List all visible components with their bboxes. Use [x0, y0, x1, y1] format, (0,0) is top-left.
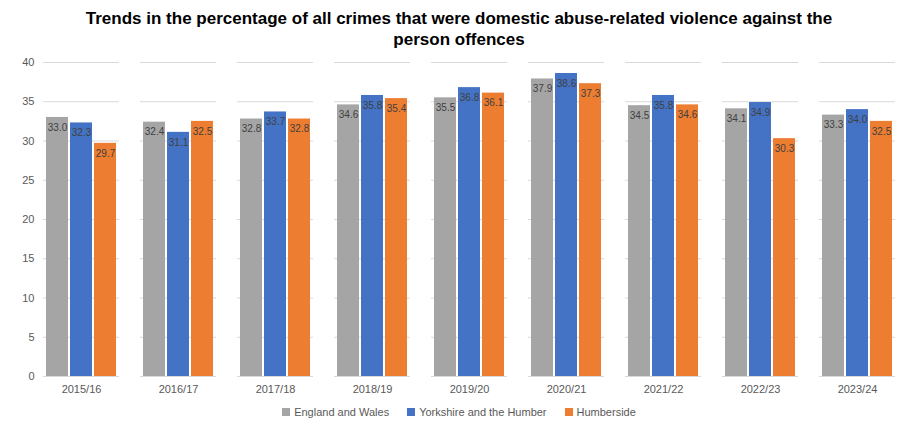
svg-text:34.6: 34.6 — [339, 109, 359, 120]
svg-text:35.8: 35.8 — [654, 100, 674, 111]
svg-text:33.3: 33.3 — [824, 119, 844, 130]
svg-text:2020/21: 2020/21 — [547, 383, 587, 395]
svg-text:34.5: 34.5 — [630, 110, 650, 121]
svg-text:36.8: 36.8 — [460, 92, 480, 103]
svg-text:33.0: 33.0 — [48, 122, 68, 133]
svg-text:25: 25 — [22, 174, 34, 186]
svg-text:2019/20: 2019/20 — [450, 383, 490, 395]
svg-text:31.1: 31.1 — [169, 137, 189, 148]
svg-text:33.7: 33.7 — [266, 116, 286, 127]
svg-text:35.5: 35.5 — [436, 102, 456, 113]
svg-text:30.3: 30.3 — [775, 143, 795, 154]
svg-text:34.1: 34.1 — [727, 113, 747, 124]
svg-text:32.3: 32.3 — [72, 127, 92, 138]
svg-text:20: 20 — [22, 213, 34, 225]
svg-text:35.8: 35.8 — [363, 100, 383, 111]
svg-text:2023/24: 2023/24 — [838, 383, 878, 395]
svg-text:2018/19: 2018/19 — [353, 383, 393, 395]
svg-text:34.9: 34.9 — [751, 107, 771, 118]
svg-text:2021/22: 2021/22 — [644, 383, 684, 395]
svg-text:36.1: 36.1 — [484, 97, 504, 108]
svg-text:37.9: 37.9 — [533, 83, 553, 94]
svg-text:34.0: 34.0 — [848, 114, 868, 125]
html-text:England and Wales: England and Wales — [294, 406, 390, 418]
svg-text:32.8: 32.8 — [242, 123, 262, 134]
svg-text:34.6: 34.6 — [678, 109, 698, 120]
svg-text:2022/23: 2022/23 — [741, 383, 781, 395]
svg-text:38.6: 38.6 — [557, 78, 577, 89]
svg-text:35.4: 35.4 — [387, 103, 407, 114]
svg-text:32.8: 32.8 — [290, 123, 310, 134]
svg-text:2016/17: 2016/17 — [159, 383, 199, 395]
svg-text:5: 5 — [28, 331, 34, 343]
svg-text:35: 35 — [22, 95, 34, 107]
svg-text:32.5: 32.5 — [193, 126, 213, 137]
svg-text:32.4: 32.4 — [145, 126, 165, 137]
svg-text:2017/18: 2017/18 — [256, 383, 296, 395]
svg-text:40: 40 — [22, 56, 34, 68]
html-text:Yorkshire and the Humber: Yorkshire and the Humber — [419, 406, 547, 418]
svg-text:30: 30 — [22, 135, 34, 147]
html-text:Trends in the percentage of al: Trends in the percentage of all crimes t… — [85, 9, 833, 49]
svg-text:37.3: 37.3 — [581, 88, 601, 99]
svg-text:29.7: 29.7 — [96, 148, 116, 159]
html-text:Humberside: Humberside — [576, 406, 636, 418]
svg-text:15: 15 — [22, 252, 34, 264]
svg-text:2015/16: 2015/16 — [62, 383, 102, 395]
svg-text:32.5: 32.5 — [872, 126, 892, 137]
svg-text:0: 0 — [28, 370, 34, 382]
svg-text:10: 10 — [22, 292, 34, 304]
